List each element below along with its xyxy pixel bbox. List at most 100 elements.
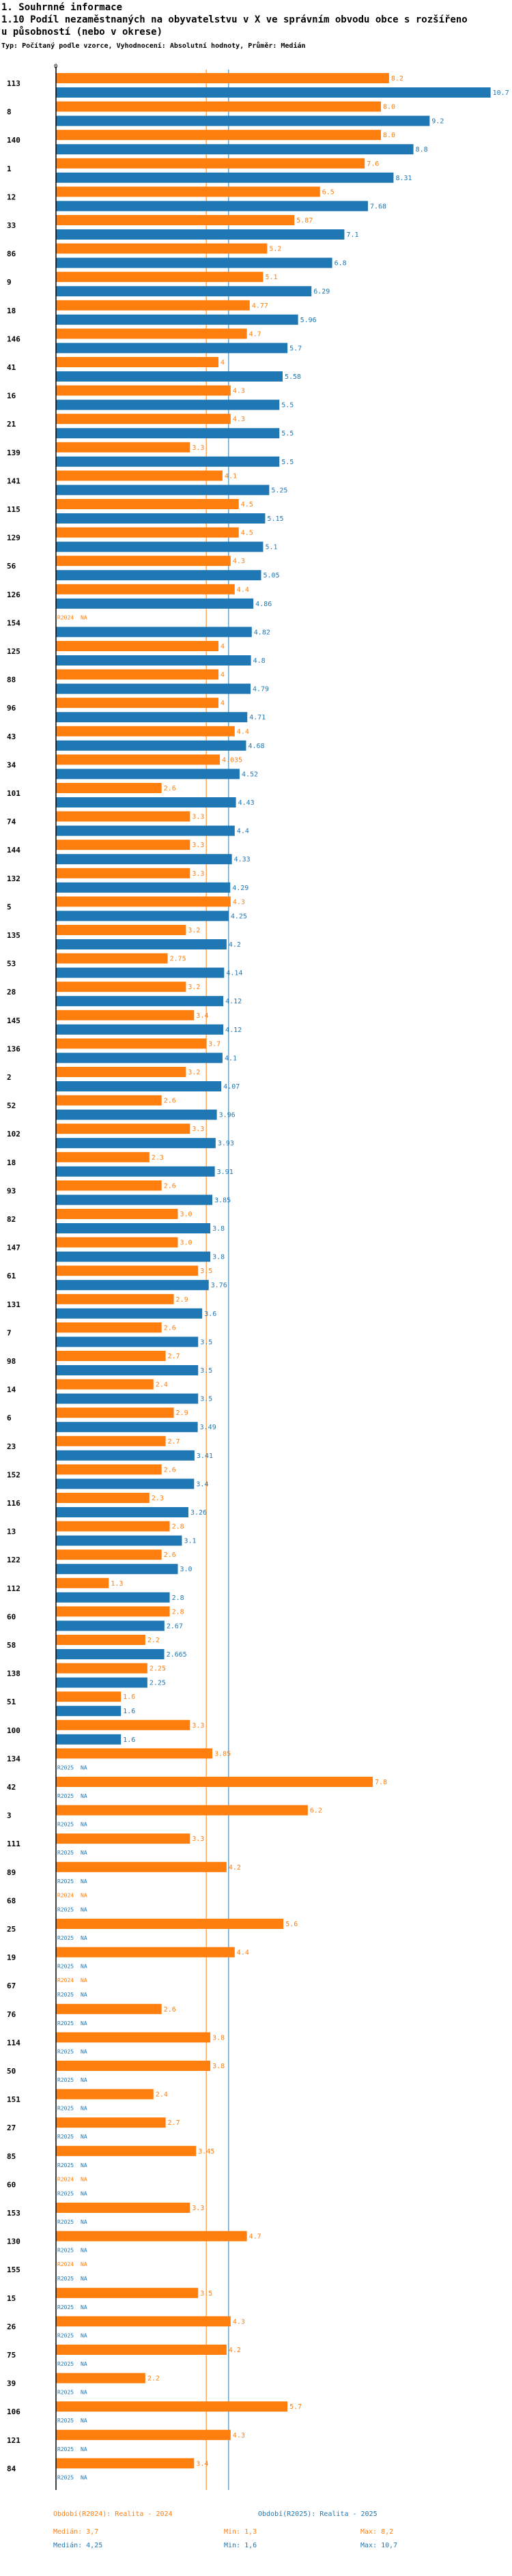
- value-label-2024: 5.1: [265, 274, 277, 281]
- bar-2024: [56, 1719, 190, 1730]
- value-label-2025: 3.5: [200, 1339, 212, 1346]
- value-label-2024: 2.8: [172, 1608, 184, 1616]
- value-label-2025: 7.1: [346, 231, 358, 239]
- category-label: 42: [7, 1783, 16, 1792]
- value-label-2024: 2.75: [170, 956, 186, 963]
- bar-2025: [56, 456, 280, 467]
- category-label: 27: [7, 2123, 16, 2132]
- bar-2024: [56, 2458, 195, 2469]
- bar-2024: [56, 2316, 231, 2327]
- category-label: 52: [7, 1102, 16, 1111]
- value-label-2024: 3.2: [188, 1069, 200, 1076]
- row-label-2025: R2025: [57, 1793, 74, 1799]
- category-label: 43: [7, 732, 16, 741]
- value-label-2025: NA: [81, 2134, 87, 2140]
- bar-2025: [56, 1109, 217, 1120]
- category-label: 130: [7, 2237, 20, 2246]
- bar-2024: [56, 669, 218, 680]
- value-label-2024: 2.7: [168, 2119, 180, 2127]
- bar-2024: [56, 1151, 150, 1162]
- value-label-2025: NA: [81, 2474, 87, 2480]
- value-label-2024: 5.6: [285, 1921, 298, 1928]
- legend-2024-max: Max: 8,2: [360, 2528, 394, 2536]
- value-label-2024: 2.25: [150, 1665, 166, 1673]
- value-label-2025: 7.68: [370, 203, 386, 210]
- bar-2024: [56, 470, 223, 481]
- bar-2024: [56, 1067, 186, 1077]
- bar-2024: [56, 499, 239, 509]
- value-label-2024: 4: [221, 359, 225, 367]
- value-label-2025: 4.86: [255, 601, 272, 608]
- value-label-2025: NA: [81, 2361, 87, 2367]
- bar-2024: [56, 1124, 190, 1134]
- value-label-2024: 3.4: [196, 2460, 208, 2467]
- value-label-2024: 4.3: [233, 898, 245, 906]
- bar-2025: [56, 343, 288, 354]
- value-label-2024: 1.6: [123, 1693, 135, 1701]
- value-label-2025: NA: [81, 2048, 87, 2055]
- category-label: 106: [7, 2407, 20, 2416]
- value-label-2025: 5.25: [271, 487, 287, 494]
- value-label-2024: 2.6: [164, 1466, 176, 1474]
- category-label: 18: [7, 306, 16, 315]
- value-label-2024: 2.3: [152, 1154, 164, 1162]
- bar-2025: [56, 229, 345, 240]
- value-label-2024: 3.3: [192, 2205, 204, 2212]
- value-label-2024: 6.5: [322, 188, 335, 196]
- bar-2024: [56, 556, 231, 567]
- value-label-2025: 3.96: [219, 1112, 236, 1119]
- bar-2024: [56, 2003, 162, 2014]
- bar-2024: [56, 1549, 162, 1560]
- value-label-2024: 2.9: [176, 1409, 188, 1417]
- bar-2024: [56, 2203, 190, 2213]
- value-label-2025: NA: [81, 1878, 87, 1885]
- bar-2025: [56, 1024, 224, 1035]
- category-label: 116: [7, 1499, 20, 1508]
- bar-2025: [56, 1138, 216, 1149]
- category-label: 75: [7, 2351, 16, 2360]
- category-label: 13: [7, 1528, 16, 1536]
- row-label-2025: R2025: [57, 2418, 74, 2424]
- bar-2025: [56, 627, 252, 638]
- category-label: 145: [7, 1016, 20, 1025]
- bar-2025: [56, 996, 224, 1007]
- value-label-2024: 2.4: [156, 1382, 168, 1389]
- bar-2024: [56, 1805, 308, 1816]
- bar-2025: [56, 144, 414, 155]
- value-label-2024: 3.3: [192, 1722, 204, 1730]
- value-label-2025: 4.33: [234, 856, 251, 863]
- bar-2025: [56, 1393, 199, 1404]
- row-label-2025: R2025: [57, 1964, 74, 1970]
- value-label-2025: 3.93: [218, 1140, 234, 1147]
- bar-2024: [56, 328, 247, 339]
- bar-2024: [56, 953, 168, 964]
- value-label-2025: 3.0: [180, 1566, 193, 1573]
- category-label: 84: [7, 2464, 16, 2473]
- value-label-2025: NA: [81, 2304, 87, 2310]
- value-label-2025: NA: [81, 2332, 87, 2338]
- row-label-2025: R2025: [57, 2219, 74, 2225]
- value-label-2024: 4.7: [249, 330, 261, 338]
- row-label-2025: R2025: [57, 2077, 74, 2083]
- bar-2024: [56, 1038, 207, 1049]
- category-label: 18: [7, 1158, 16, 1167]
- value-label-2025: 3.85: [214, 1197, 231, 1204]
- value-label-2024: 2.6: [164, 1324, 176, 1332]
- value-label-2025: 3.91: [217, 1169, 233, 1176]
- value-label-2024: 3.8: [212, 2063, 225, 2070]
- category-label: 68: [7, 1896, 16, 1905]
- row-label-2024: R2024: [57, 1977, 74, 1984]
- chart-title-line2: u působností (nebo v okrese): [1, 27, 163, 38]
- category-label: 88: [7, 676, 16, 685]
- value-label-2024: NA: [81, 614, 87, 620]
- row-label-2025: R2025: [57, 1850, 74, 1856]
- bar-2024: [56, 1947, 235, 1958]
- value-label-2024: 3.8: [212, 2034, 225, 2042]
- bar-2024: [56, 1493, 150, 1503]
- category-label: 96: [7, 704, 16, 713]
- category-label: 93: [7, 1186, 16, 1195]
- value-label-2024: 2.6: [164, 1551, 176, 1559]
- value-label-2024: 6.2: [310, 1807, 322, 1815]
- value-label-2025: 3.26: [190, 1509, 207, 1517]
- bar-2024: [56, 1464, 162, 1475]
